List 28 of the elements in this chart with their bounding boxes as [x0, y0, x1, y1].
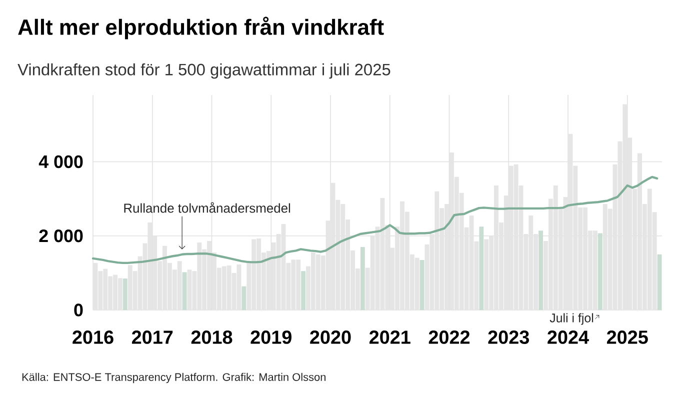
x-tick-label: 2025	[606, 330, 648, 344]
x-tick-label: 2022	[428, 330, 470, 344]
y-tick-label: 2 000	[39, 230, 83, 242]
chart-title: Allt mer elproduktion från vindkraft	[18, 16, 384, 40]
bar	[479, 226, 484, 310]
bar	[598, 233, 602, 310]
bar	[420, 260, 424, 310]
y-tick-label: 4 000	[38, 155, 83, 168]
x-tick-label: 2023	[488, 330, 529, 344]
annotation: Juli i fjol	[550, 313, 594, 325]
y-tick-label: 0	[74, 304, 83, 316]
x-tick-label: 2019	[250, 330, 292, 344]
x-tick-label: 2020	[310, 330, 351, 344]
bar	[538, 230, 544, 310]
x-tick-label: 2016	[72, 330, 114, 344]
chart-subtitle: Vindkraften stod för 1 500 gigawattimmar i juli 2025	[18, 63, 390, 79]
bar	[657, 254, 662, 310]
annotation: Rullande tolvmånadersmedel	[124, 202, 290, 213]
bar	[360, 246, 365, 310]
bar	[122, 278, 128, 310]
x-tick-label: 2017	[132, 330, 173, 344]
x-tick-label: 2021	[369, 330, 410, 344]
bar	[301, 271, 306, 310]
bar	[182, 272, 187, 310]
text: Källa: ENTSO-E Transparency Platform. Grafik: Martin Olsson	[22, 372, 326, 384]
x-tick-label: 2018	[191, 330, 232, 344]
x-tick-label: 2024	[548, 330, 589, 344]
bar	[242, 286, 246, 310]
